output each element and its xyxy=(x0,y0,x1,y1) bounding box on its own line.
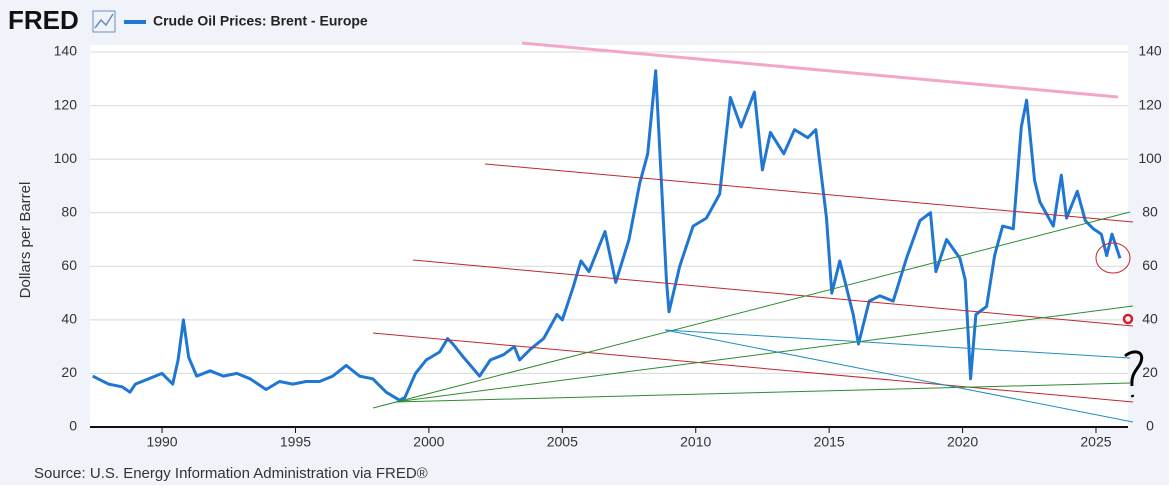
logo-icon xyxy=(94,13,114,29)
source: Source: U.S. Energy Information Administ… xyxy=(34,465,428,482)
x-tick-label: 2000 xyxy=(413,434,444,450)
y2-tick-label: 60 xyxy=(1142,257,1158,273)
y-axis-label: Dollars per Barrel xyxy=(17,182,34,299)
plot-area xyxy=(90,45,1128,427)
y-tick-label: 80 xyxy=(61,203,77,219)
y2-tick-label: 100 xyxy=(1138,150,1162,166)
x-tick-label: 2010 xyxy=(680,434,711,450)
trend-line xyxy=(372,332,1134,403)
y-tick-label: 140 xyxy=(54,43,78,59)
y2-tick-label: 80 xyxy=(1142,203,1158,219)
y-tick-label: 120 xyxy=(54,96,78,112)
y-tick-label: 60 xyxy=(61,257,77,273)
y2-tick-label: 0 xyxy=(1146,418,1154,434)
y-tick-label: 40 xyxy=(61,311,77,327)
x-tick-label: 2015 xyxy=(814,434,845,450)
data-line xyxy=(92,69,1122,402)
legend-label: Crude Oil Prices: Brent - Europe xyxy=(153,13,368,29)
annotations xyxy=(372,41,1144,423)
trend-line xyxy=(394,382,1131,403)
logo: FRED xyxy=(8,5,79,35)
trend-line xyxy=(412,259,1134,327)
logo-icon xyxy=(92,10,116,33)
trend-line xyxy=(664,329,1131,359)
y2-tick-label: 40 xyxy=(1142,311,1158,327)
y2-tick-label: 140 xyxy=(1138,43,1162,59)
x-tick-label: 1995 xyxy=(280,434,311,450)
highlight-circle xyxy=(1095,242,1131,274)
y2-tick-label: 20 xyxy=(1142,364,1158,380)
trend-line xyxy=(521,41,1119,99)
x-tick-label: 1990 xyxy=(146,434,177,450)
trend-line xyxy=(372,211,1131,409)
y-tick-label: 100 xyxy=(54,150,78,166)
x-tick-label: 2005 xyxy=(547,434,578,450)
question-mark xyxy=(1124,350,1144,398)
target-marker xyxy=(1122,313,1134,325)
x-tick-label: 2025 xyxy=(1080,434,1111,450)
trend-line xyxy=(664,329,1134,423)
y-tick-label: 20 xyxy=(61,364,77,380)
y2-tick-label: 120 xyxy=(1138,96,1162,112)
trend-line xyxy=(484,163,1134,223)
x-tick-label: 2020 xyxy=(947,434,978,450)
y-tick-label: 0 xyxy=(69,418,77,434)
trend-line xyxy=(394,305,1134,403)
grid xyxy=(90,51,1128,433)
